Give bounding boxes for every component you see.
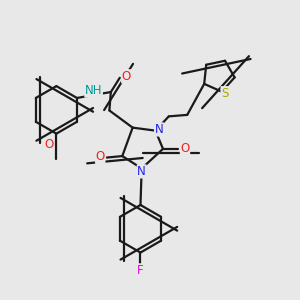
Text: NH: NH (85, 84, 102, 97)
Text: O: O (44, 138, 54, 152)
Text: N: N (137, 165, 146, 178)
Text: O: O (122, 70, 131, 83)
Text: F: F (137, 264, 144, 277)
Text: O: O (180, 142, 190, 155)
Text: S: S (221, 87, 228, 100)
Text: N: N (154, 123, 164, 136)
Text: O: O (96, 151, 105, 164)
